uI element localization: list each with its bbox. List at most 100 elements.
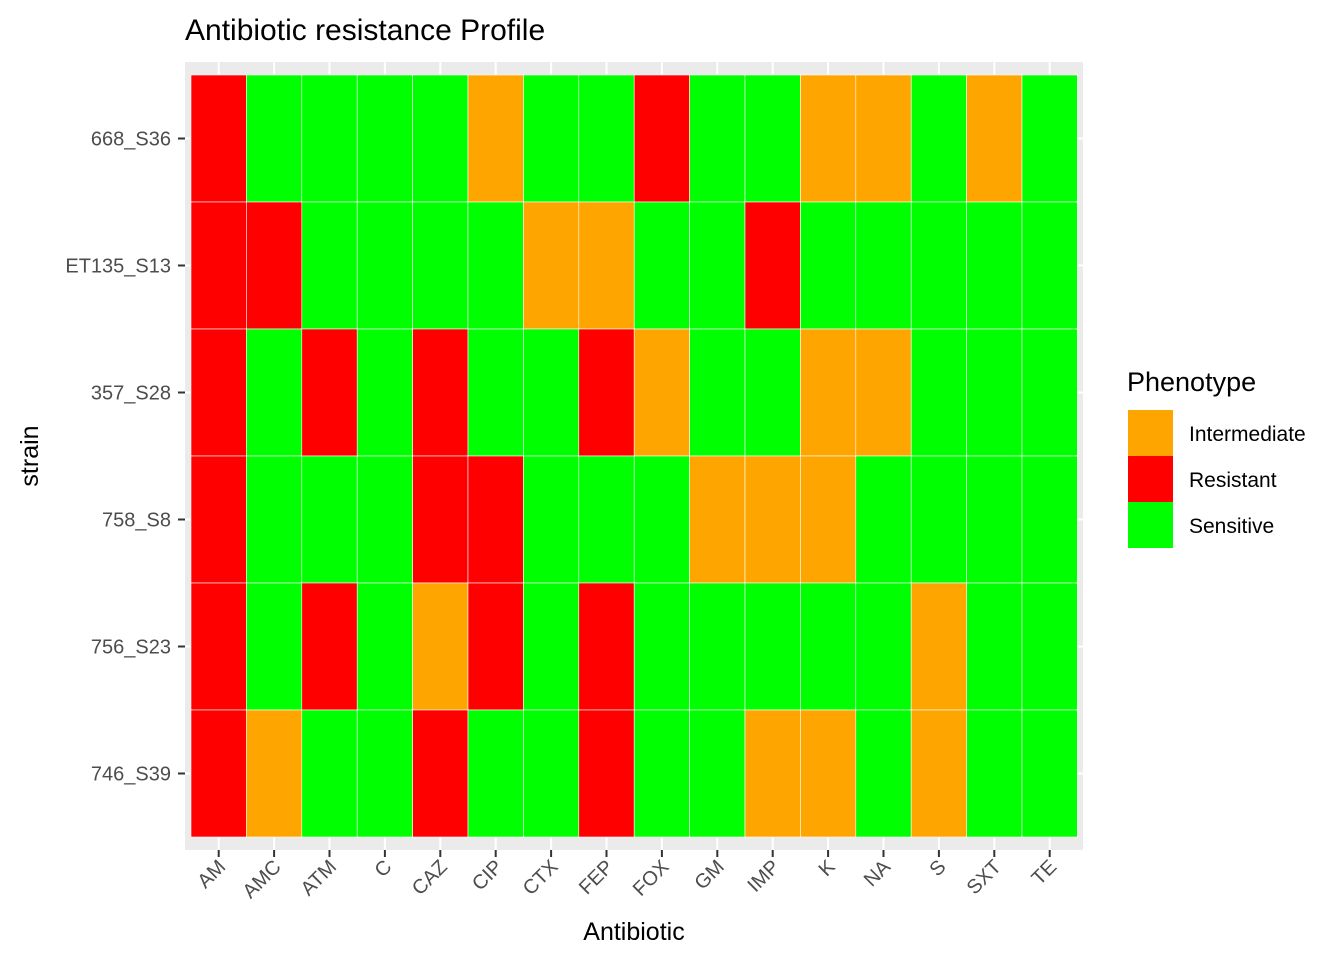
heatmap-cell-668_S36-C (356, 74, 413, 203)
heatmap-cell-756_S23-C (356, 582, 413, 711)
heatmap-cell-ET135_S13-AM (190, 201, 247, 330)
x-tick-label-AMC: AMC (239, 856, 286, 903)
x-tick-label-FOX: FOX (629, 856, 674, 901)
heatmap-cell-758_S8-K (800, 455, 857, 584)
y-tick-label-357_S28: 357_S28 (91, 383, 171, 405)
heatmap-cell-758_S8-FOX (633, 455, 690, 584)
heatmap-cell-756_S23-ATM (301, 582, 358, 711)
heatmap-cell-758_S8-ATM (301, 455, 358, 584)
heatmap-cell-746_S39-GM (689, 709, 746, 838)
x-axis-ticks: AM AMC ATM C CAZ CIP CTX FEP FOX GM IMP K NA S SXT TE (193, 850, 1061, 903)
heatmap-cell-357_S28-CIP (467, 328, 524, 457)
heatmap-cell-357_S28-AM (190, 328, 247, 457)
legend-label-resistant: Resistant (1189, 469, 1277, 492)
heatmap-cell-756_S23-CIP (467, 582, 524, 711)
y-tick-label-746_S39: 746_S39 (91, 764, 171, 786)
heatmap-cell-758_S8-S (910, 455, 967, 584)
heatmap-cell-668_S36-CAZ (412, 74, 469, 203)
heatmap-cell-756_S23-CAZ (412, 582, 469, 711)
heatmap-cell-758_S8-SXT (966, 455, 1023, 584)
heatmap-cell-758_S8-NA (855, 455, 912, 584)
heatmap-cell-756_S23-SXT (966, 582, 1023, 711)
heatmap-cells (190, 74, 1078, 838)
heatmap-cell-357_S28-K (800, 328, 857, 457)
heatmap-cell-756_S23-TE (1021, 582, 1078, 711)
legend-swatch-resistant (1128, 456, 1173, 502)
heatmap-cell-668_S36-FOX (633, 74, 690, 203)
heatmap-cell-746_S39-CAZ (412, 709, 469, 838)
heatmap-cell-746_S39-CTX (523, 709, 580, 838)
heatmap-cell-758_S8-CAZ (412, 455, 469, 584)
heatmap-cell-756_S23-AMC (246, 582, 303, 711)
heatmap-cell-746_S39-S (910, 709, 967, 838)
legend-title: Phenotype (1127, 367, 1256, 397)
x-tick-label-C: C (371, 856, 397, 882)
heatmap-cell-746_S39-C (356, 709, 413, 838)
heatmap-cell-756_S23-NA (855, 582, 912, 711)
heatmap-cell-668_S36-ATM (301, 74, 358, 203)
x-axis-label: Antibiotic (583, 918, 684, 946)
heatmap-cell-668_S36-IMP (744, 74, 801, 203)
heatmap-cell-668_S36-AM (190, 74, 247, 203)
heatmap-cell-756_S23-GM (689, 582, 746, 711)
heatmap-cell-ET135_S13-K (800, 201, 857, 330)
heatmap-cell-ET135_S13-GM (689, 201, 746, 330)
x-tick-label-AM: AM (193, 856, 230, 893)
heatmap-cell-746_S39-NA (855, 709, 912, 838)
heatmap-cell-746_S39-FEP (578, 709, 635, 838)
x-tick-label-NA: NA (860, 856, 896, 892)
heatmap-cell-746_S39-IMP (744, 709, 801, 838)
heatmap-cell-357_S28-NA (855, 328, 912, 457)
heatmap-cell-756_S23-CTX (523, 582, 580, 711)
heatmap-cell-ET135_S13-FOX (633, 201, 690, 330)
heatmap-cell-668_S36-AMC (246, 74, 303, 203)
x-tick-label-K: K (815, 856, 840, 881)
y-tick-label-758_S8: 758_S8 (102, 510, 171, 532)
heatmap-cell-357_S28-GM (689, 328, 746, 457)
heatmap-cell-746_S39-K (800, 709, 857, 838)
heatmap-cell-ET135_S13-CAZ (412, 201, 469, 330)
heatmap-cell-ET135_S13-SXT (966, 201, 1023, 330)
heatmap-cell-746_S39-AMC (246, 709, 303, 838)
heatmap-cell-668_S36-CTX (523, 74, 580, 203)
heatmap-cell-ET135_S13-AMC (246, 201, 303, 330)
x-tick-label-CIP: CIP (468, 856, 507, 895)
heatmap-cell-758_S8-TE (1021, 455, 1078, 584)
x-tick-label-SXT: SXT (963, 856, 1006, 899)
heatmap-cell-ET135_S13-CIP (467, 201, 524, 330)
heatmap-cell-746_S39-AM (190, 709, 247, 838)
heatmap-cell-ET135_S13-ATM (301, 201, 358, 330)
x-tick-label-GM: GM (690, 856, 728, 894)
heatmap-cell-756_S23-K (800, 582, 857, 711)
heatmap-cell-ET135_S13-NA (855, 201, 912, 330)
heatmap-cell-758_S8-C (356, 455, 413, 584)
heatmap-cell-746_S39-SXT (966, 709, 1023, 838)
heatmap-cell-758_S8-GM (689, 455, 746, 584)
x-tick-label-IMP: IMP (744, 856, 785, 897)
y-tick-label-668_S36: 668_S36 (91, 129, 171, 151)
heatmap-cell-758_S8-IMP (744, 455, 801, 584)
heatmap-cell-357_S28-IMP (744, 328, 801, 457)
heatmap-cell-746_S39-FOX (633, 709, 690, 838)
heatmap-cell-758_S8-AMC (246, 455, 303, 584)
heatmap-cell-668_S36-CIP (467, 74, 524, 203)
heatmap-cell-756_S23-AM (190, 582, 247, 711)
heatmap-cell-ET135_S13-C (356, 201, 413, 330)
heatmap-cell-357_S28-ATM (301, 328, 358, 457)
y-tick-label-756_S23: 756_S23 (91, 637, 171, 659)
x-tick-label-CAZ: CAZ (408, 856, 452, 900)
x-tick-label-TE: TE (1028, 856, 1062, 890)
heatmap-cell-668_S36-SXT (966, 74, 1023, 203)
heatmap-cell-357_S28-CTX (523, 328, 580, 457)
heatmap-cell-ET135_S13-S (910, 201, 967, 330)
y-tick-label-ET135_S13: ET135_S13 (65, 256, 171, 278)
heatmap-cell-756_S23-IMP (744, 582, 801, 711)
heatmap-cell-668_S36-K (800, 74, 857, 203)
heatmap-cell-357_S28-TE (1021, 328, 1078, 457)
legend-label-intermediate: Intermediate (1189, 423, 1306, 446)
heatmap-cell-ET135_S13-FEP (578, 201, 635, 330)
heatmap-cell-357_S28-AMC (246, 328, 303, 457)
x-tick-label-ATM: ATM (297, 856, 341, 900)
heatmap-cell-758_S8-FEP (578, 455, 635, 584)
